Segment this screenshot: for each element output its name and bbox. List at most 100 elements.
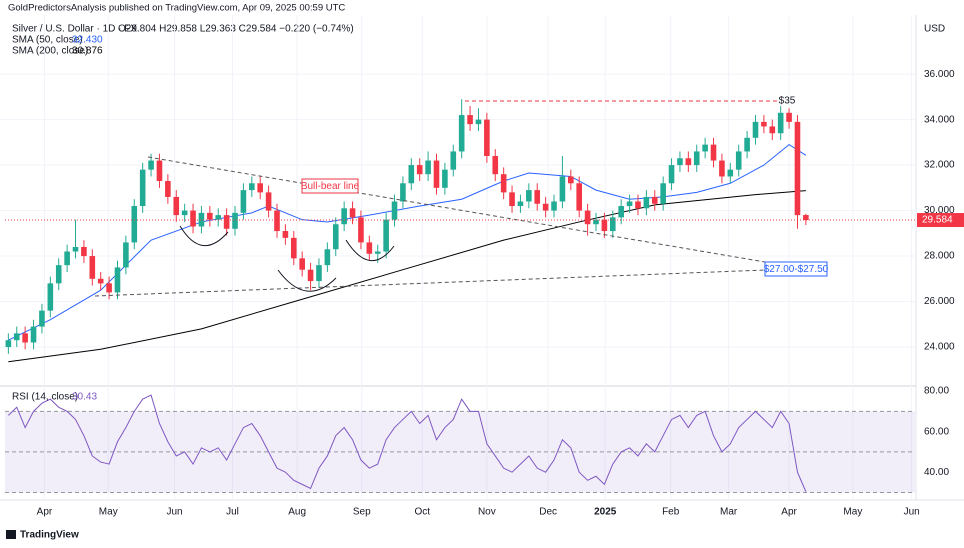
candle-body [358,217,364,243]
candle-body [517,201,524,207]
candle-body [55,265,62,284]
candle-body [165,181,171,197]
last-price-label: 29.584 [922,215,953,226]
legend-name: SMA (200, close) [12,46,88,57]
candle-body [148,160,154,170]
sma-line [8,190,806,363]
x-tick-label: Dec [539,507,557,518]
candle-body [400,183,406,202]
candle-body [366,242,373,254]
candle-body [643,196,650,209]
x-tick-label: Oct [414,507,430,518]
candle-body [467,115,473,125]
symbol: Silver / U.S. Dollar · 1D · FX [12,24,137,35]
candle-body [223,215,230,229]
candle-body [207,212,213,220]
x-tick-label: Feb [662,507,680,518]
candle-body [425,160,431,175]
publisher: GoldPredictorsAnalysis published on Trad… [8,3,345,14]
trend-label: Bull-bear line [301,181,360,192]
x-tick-label: Jun [904,507,920,518]
candle-body [786,112,792,122]
y-tick-label: 30.000 [924,205,955,216]
candle-body [316,265,322,282]
candle-body [64,251,70,266]
candle-body [81,246,87,257]
y-tick-label: 34.000 [924,114,955,125]
candle-body [794,121,801,216]
x-tick-label: Jul [226,507,239,518]
candle-body [777,112,784,134]
x-tick-label: Jun [167,507,183,518]
candle-body [265,192,272,211]
candle-body [332,224,339,250]
candle-body [408,165,415,184]
brand: TradingView [20,530,79,541]
last-price-tag [917,213,964,228]
candle-body [299,258,305,270]
x-tick-label: May [99,507,118,518]
y-tick-label: 28.000 [924,251,955,262]
x-tick-label: Apr [37,507,53,518]
candle-body [601,219,608,232]
candle-body [47,283,54,311]
candle-body [190,210,196,227]
candle-body [744,137,750,152]
rsi-tick-label: 40.00 [924,467,949,478]
candle-body [22,333,28,343]
candle-body [383,219,389,252]
rsi-tick-label: 60.00 [924,426,949,437]
candle-body [534,190,541,204]
candle-body [735,151,742,170]
candle-body [509,192,515,207]
candle-body [416,165,423,175]
candle-body [719,160,725,177]
y-tick-label: 32.000 [924,160,955,171]
candle-body [769,126,776,134]
candle-body [374,251,381,254]
candle-body [341,208,347,225]
bull-bear-line [147,156,766,263]
rsi-pane: RSI (14, close)30.43 [5,392,915,493]
candle-body [492,155,499,175]
candle-body [626,201,633,207]
candle-body [559,176,566,202]
candle-body [450,151,457,170]
rsi-name: RSI (14, close) [12,392,78,403]
candle-body [635,201,641,209]
candle-body [181,210,188,216]
candle-body [89,256,96,279]
candle-body [803,215,809,221]
candle-body [290,237,297,259]
x-tick-label: Nov [478,507,496,518]
candle-body [173,196,180,216]
ohlc: O29.804 H29.858 L29.363 C29.584 −0.220 (… [118,24,354,35]
x-tick-label: May [843,507,862,518]
candle-body [324,249,331,266]
candle-body [551,201,557,211]
y-tick-label: 24.000 [924,342,955,353]
candle-body [442,169,448,188]
candle-body [576,183,583,211]
rsi-value: 30.43 [72,392,97,403]
candle-body [282,231,289,238]
x-tick-label: Aug [288,507,306,518]
sma-line [8,144,807,341]
candle-body [484,119,490,156]
legend-name: SMA (50, close) [12,35,83,46]
candle-body [526,190,532,202]
candle-body [39,310,45,327]
candle-body [97,278,104,284]
candle-body [114,267,121,293]
target-box [764,261,828,277]
candle-body [609,217,616,232]
candle-body [274,210,280,232]
x-tick-label: 2025 [594,507,617,518]
arc [277,269,337,292]
top-label: $35 [779,96,796,107]
candle-body [249,183,255,191]
arc [345,239,395,262]
candle-body [618,206,624,218]
y-tick-label: 26.000 [924,296,955,307]
candle-body [593,219,599,225]
